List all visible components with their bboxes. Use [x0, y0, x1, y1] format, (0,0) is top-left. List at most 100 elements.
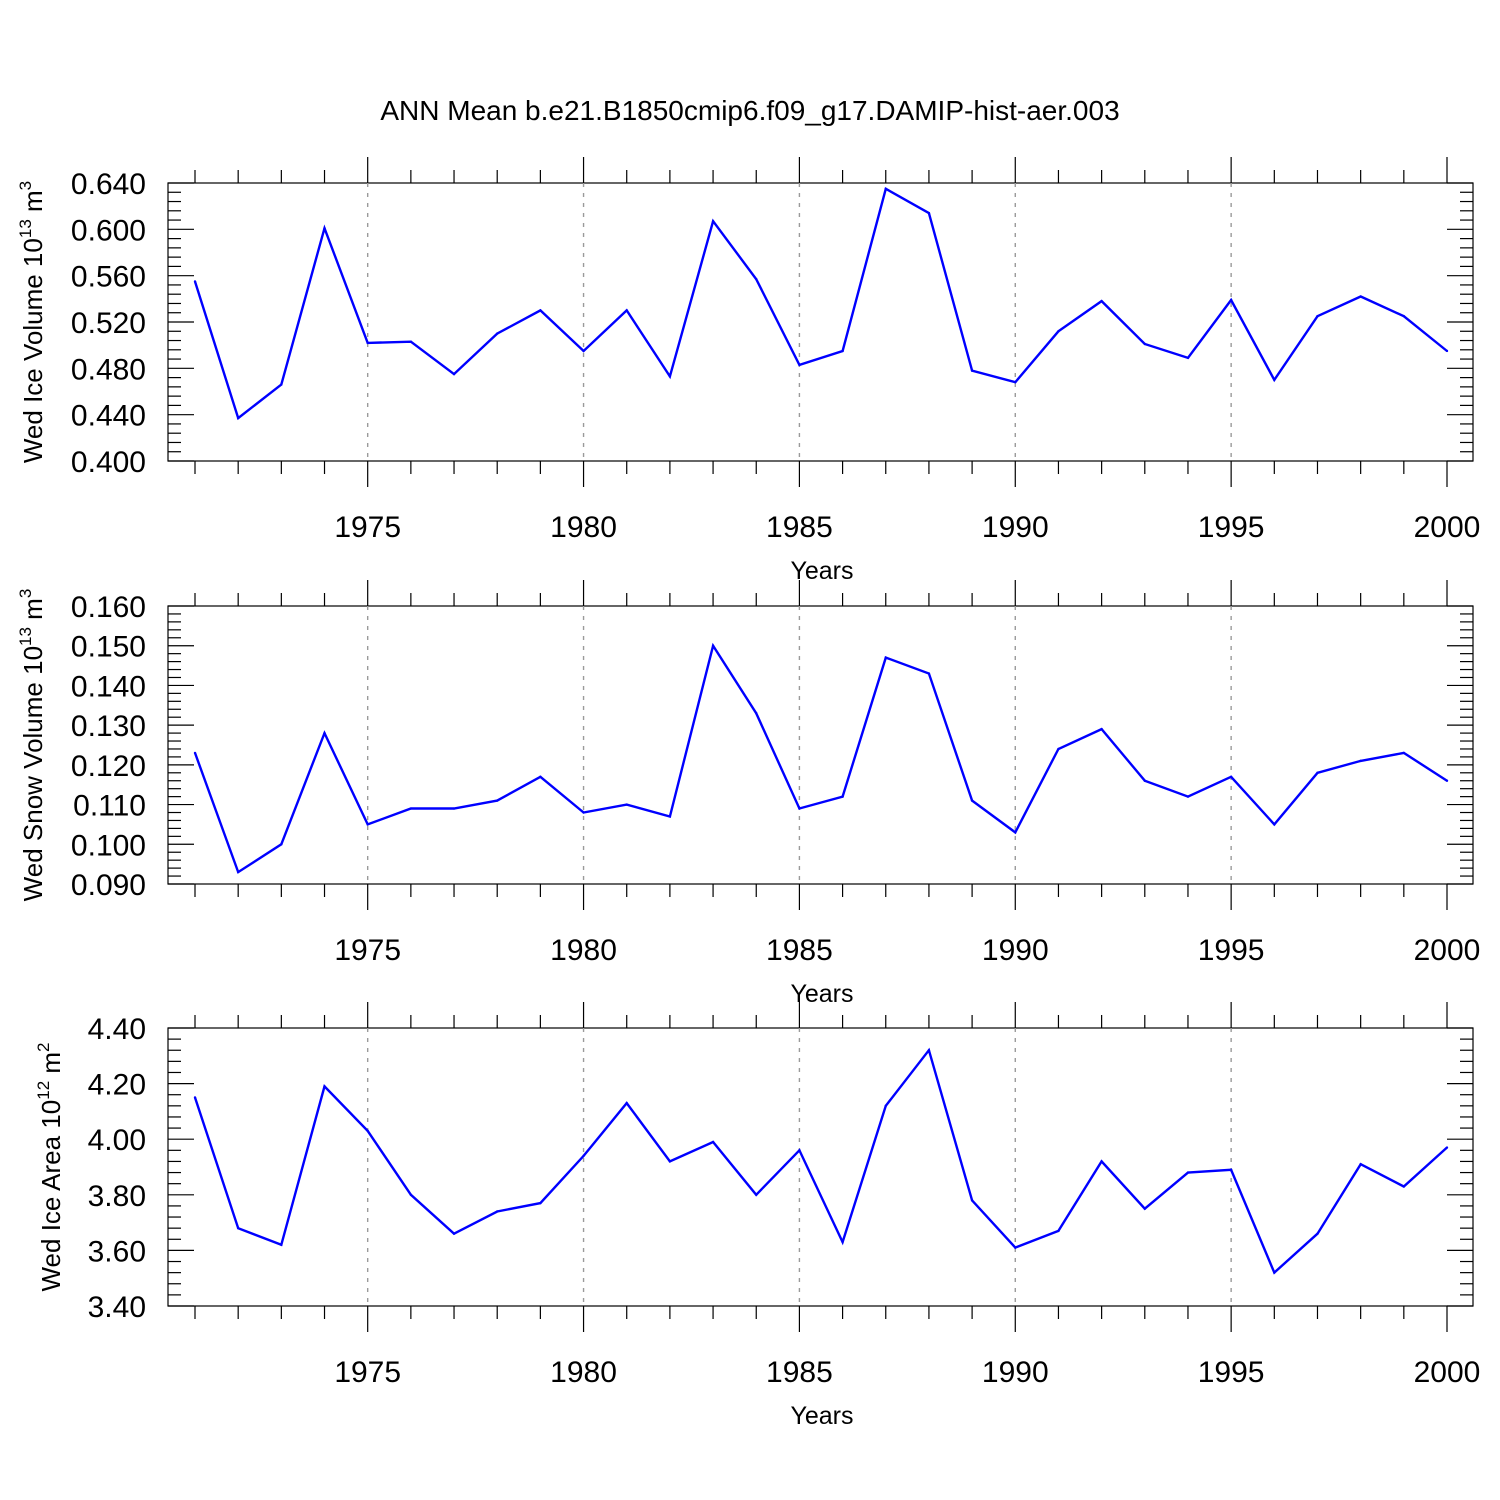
- data-point: [1316, 771, 1319, 774]
- x-tick-label: 2000: [1414, 1356, 1481, 1389]
- plot-frame: [167, 182, 1474, 462]
- data-point: [1186, 356, 1190, 360]
- x-axis-label: Years: [790, 557, 853, 585]
- x-tick-label: 1985: [766, 1356, 833, 1389]
- data-point: [1100, 1160, 1103, 1163]
- data-point: [409, 340, 413, 343]
- x-tick-label: 1990: [982, 1356, 1049, 1389]
- data-point: [970, 1199, 974, 1202]
- x-tick-label: 1995: [1198, 511, 1265, 544]
- data-point: [452, 807, 456, 810]
- data-point: [625, 803, 628, 806]
- data-point: [1186, 1171, 1190, 1174]
- data-point: [1143, 779, 1146, 782]
- data-point: [193, 1096, 197, 1099]
- data-point: [755, 712, 758, 715]
- x-tick-label: 1990: [982, 934, 1049, 967]
- y-tick-label: 0.400: [71, 446, 146, 479]
- y-axis-label-text: m: [36, 1052, 66, 1081]
- data-point: [841, 795, 844, 798]
- y-tick-label: 0.480: [71, 353, 146, 386]
- chart-panel-2: 1975 1980 1985 1990 1995 2000 Years 0.090 0.100 0…: [16, 580, 1480, 1008]
- y-axis-label-text: m: [18, 190, 48, 219]
- data-point: [1229, 298, 1233, 302]
- x-axis-label: Years: [790, 1402, 853, 1430]
- y-axis-label: Wed Ice Area 1012 m2: [34, 1042, 66, 1291]
- data-point: [1229, 1168, 1233, 1171]
- data-point: [1359, 1163, 1362, 1166]
- data-point: [452, 1232, 456, 1235]
- y-tick-label: 3.80: [88, 1180, 146, 1213]
- data-point: [1014, 1246, 1017, 1249]
- data-point: [1402, 315, 1406, 318]
- data-point: [582, 349, 585, 353]
- chart-panel-3: 1975 1980 1985 1990 1995 2000 Years 3.40 3.60 3.8…: [34, 1002, 1480, 1430]
- y-axis-label-exponent: 13: [16, 219, 35, 238]
- y-tick-label: 0.110: [73, 790, 146, 823]
- data-point: [1057, 330, 1060, 333]
- x-tick-label: 1975: [334, 1356, 401, 1389]
- data-point: [668, 1160, 672, 1163]
- data-point: [280, 843, 283, 846]
- data-point: [323, 1085, 326, 1088]
- data-point: [539, 309, 542, 312]
- data-point: [711, 644, 715, 647]
- data-point: [582, 811, 585, 814]
- data-point: [366, 341, 369, 345]
- data-point: [927, 211, 931, 215]
- data-point: [625, 1101, 628, 1105]
- x-tick-label: 1985: [766, 511, 833, 544]
- y-tick-label: 4.40: [88, 1013, 146, 1046]
- data-point: [711, 1140, 715, 1144]
- data-point: [1359, 759, 1362, 763]
- data-point: [496, 799, 499, 802]
- data-point: [236, 870, 240, 874]
- data-point: [409, 1193, 413, 1197]
- data-point: [1402, 751, 1406, 755]
- data-point: [668, 815, 672, 818]
- data-point: [927, 1049, 931, 1052]
- data-point: [1143, 1207, 1146, 1210]
- data-point: [1229, 775, 1233, 778]
- chart-panel-1: 1975 1980 1985 1990 1995 2000 Years 0.400 0.440 0…: [16, 157, 1480, 585]
- x-tick-label: 2000: [1414, 934, 1481, 967]
- x-tick-label: 1995: [1198, 1356, 1265, 1389]
- data-point: [1273, 378, 1276, 382]
- data-point: [1186, 795, 1190, 798]
- y-axis-label-exponent: 12: [34, 1081, 53, 1100]
- data-point: [1273, 823, 1276, 826]
- data-point: [668, 375, 672, 378]
- data-point: [1359, 295, 1362, 298]
- data-point: [1014, 381, 1017, 384]
- y-axis-label: Wed Snow Volume 1013 m3: [16, 589, 48, 902]
- y-tick-label: 0.090: [71, 869, 146, 902]
- y-axis-label-exponent: 3: [16, 589, 35, 598]
- data-point: [1402, 1185, 1406, 1188]
- data-point: [1445, 349, 1449, 353]
- series-line: [193, 186, 1448, 421]
- data-point: [496, 332, 499, 335]
- data-point: [539, 1201, 542, 1205]
- y-axis-label: Wed Ice Volume 1013 m3: [16, 181, 48, 463]
- y-tick-label: 0.160: [71, 591, 146, 624]
- x-tick-label: 1995: [1198, 934, 1265, 967]
- y-axis-label-text: m: [18, 598, 48, 627]
- y-tick-label: 0.140: [71, 670, 146, 703]
- data-point: [1445, 779, 1449, 782]
- y-tick-label: 0.640: [71, 168, 146, 201]
- x-axis-label: Years: [790, 980, 853, 1008]
- panels: 1975 1980 1985 1990 1995 2000 Years 0.400 0.440 0…: [16, 157, 1480, 1430]
- data-point: [323, 226, 326, 230]
- y-axis-label-exponent: 3: [16, 181, 35, 190]
- x-tick-label: 1975: [334, 934, 401, 967]
- data-point: [1143, 342, 1146, 346]
- data-point: [625, 309, 628, 312]
- figure-title: ANN Mean b.e21.B1850cmip6.f09_g17.DAMIP-…: [380, 95, 1119, 126]
- data-point: [755, 277, 758, 281]
- data-point: [798, 363, 801, 367]
- y-tick-label: 0.520: [71, 307, 146, 340]
- x-tick-label: 1975: [334, 511, 401, 544]
- data-point: [798, 807, 801, 810]
- y-axis-label-text: Wed Ice Area 10: [36, 1100, 66, 1292]
- data-point: [1057, 747, 1060, 751]
